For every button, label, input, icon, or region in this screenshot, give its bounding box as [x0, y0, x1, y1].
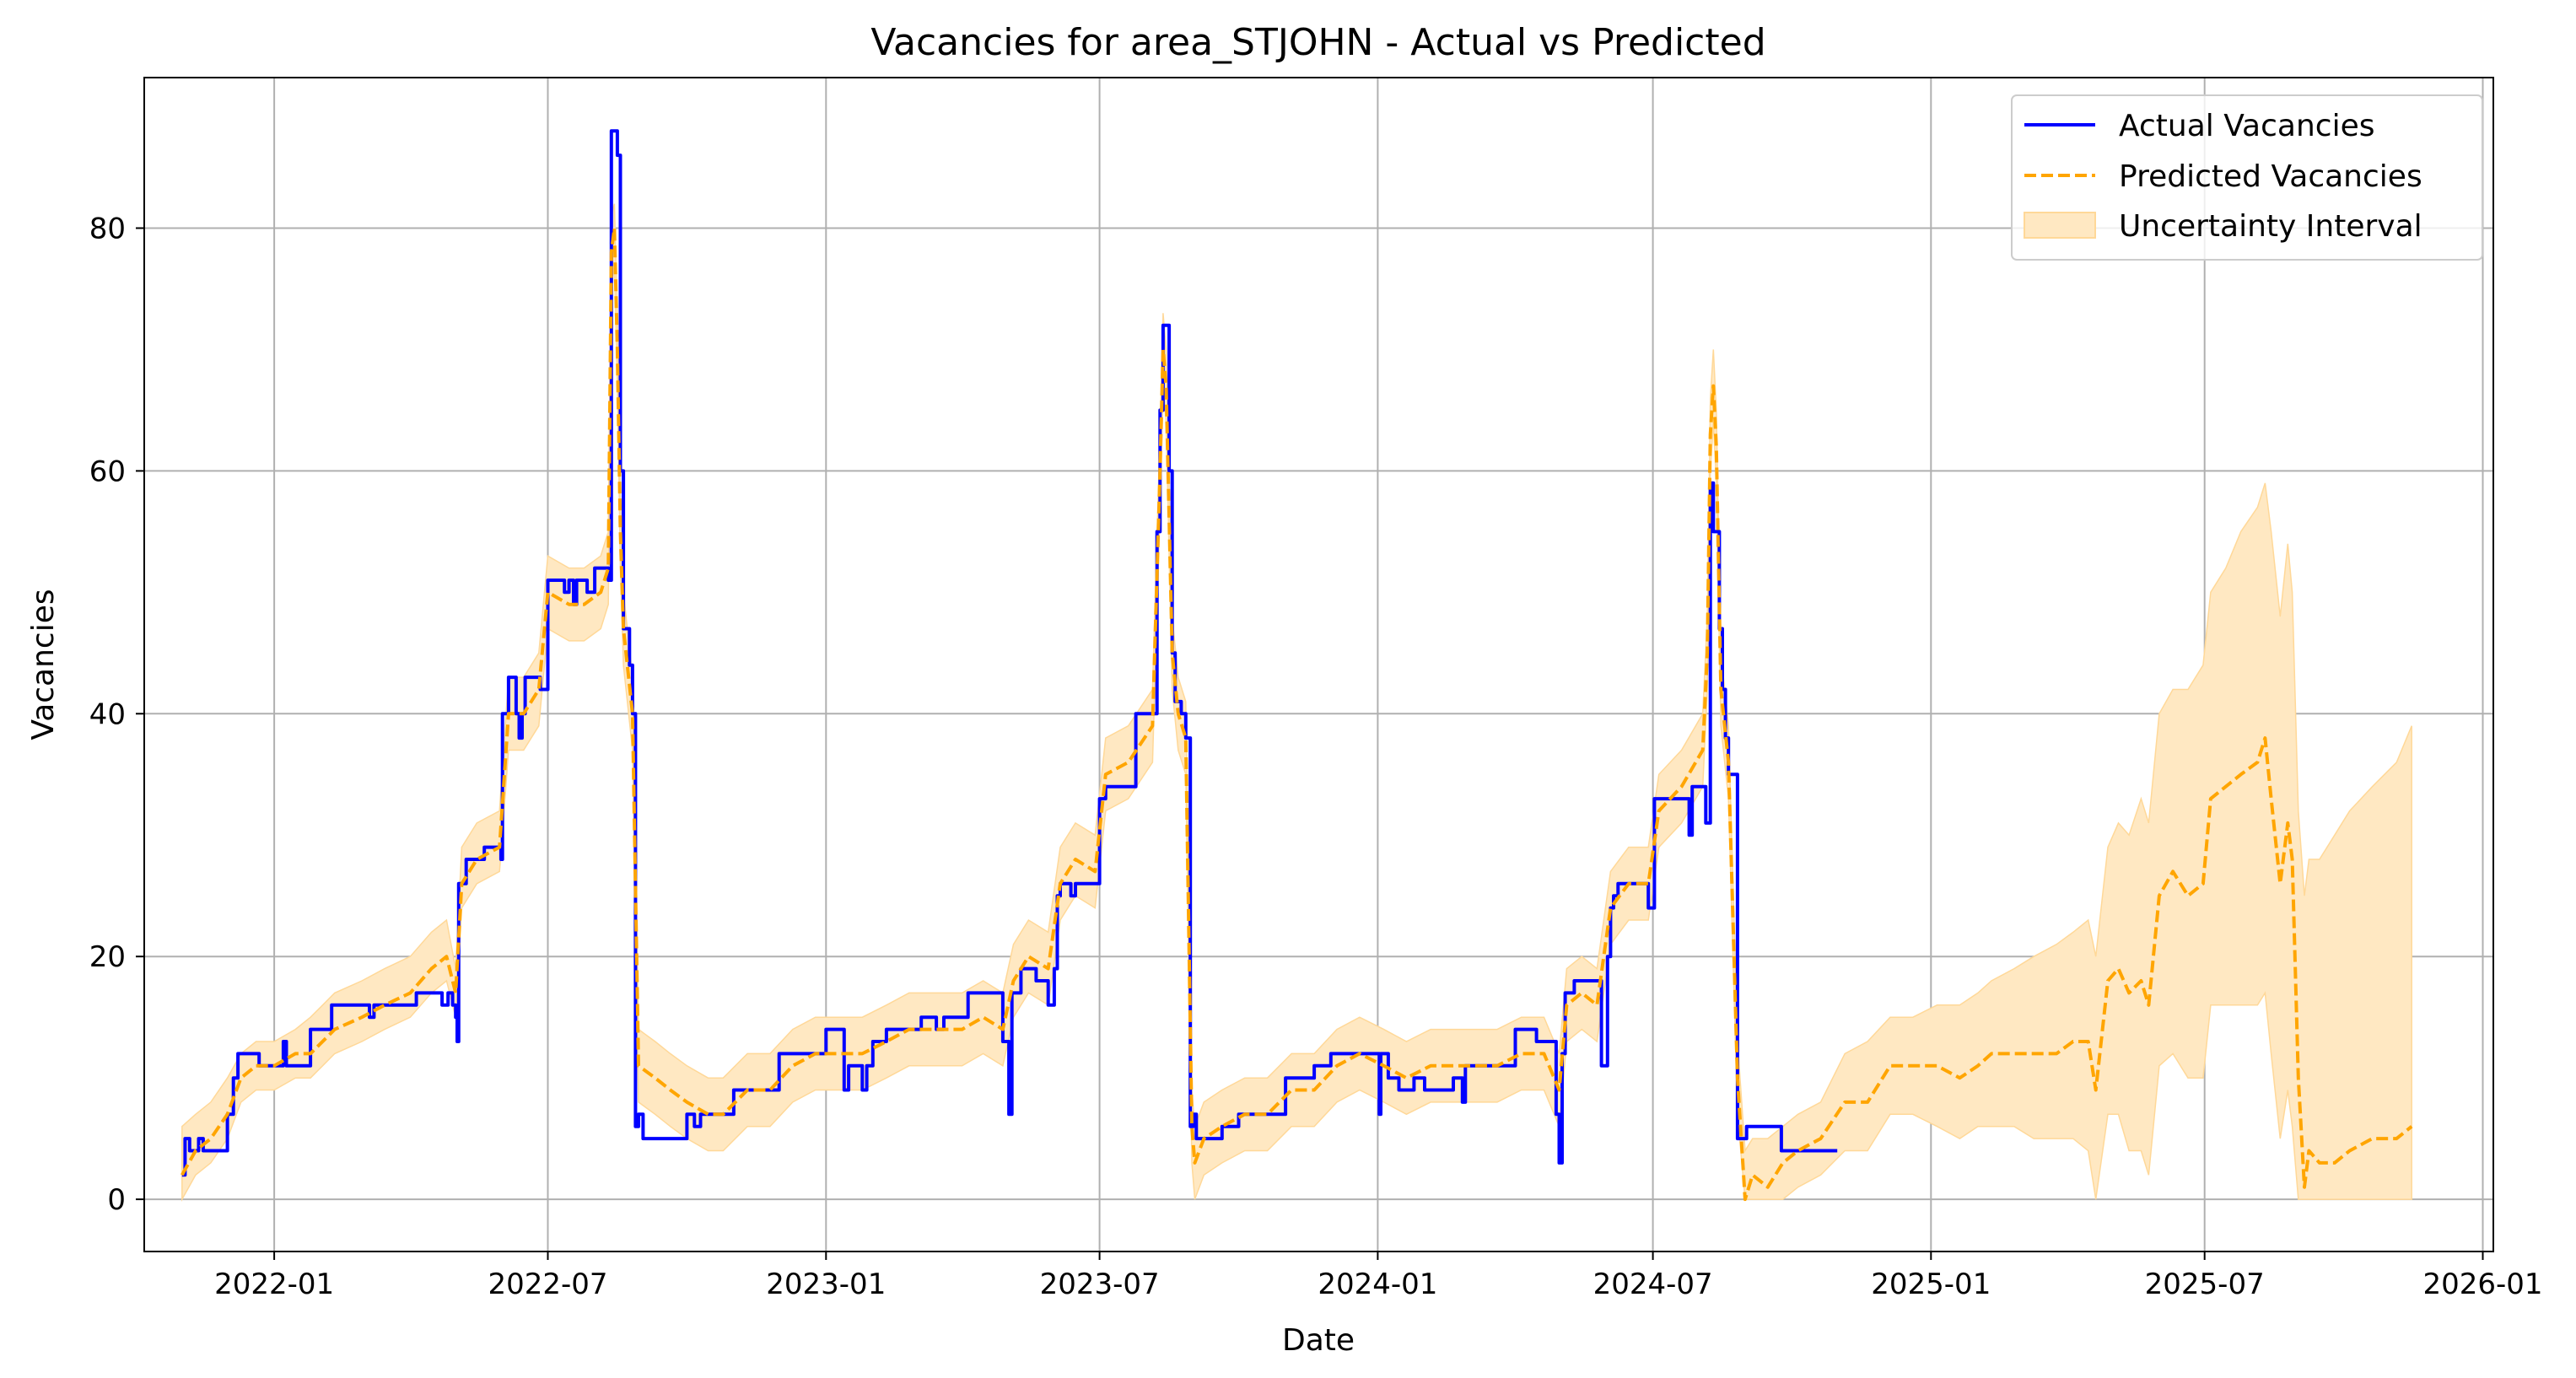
- y-axis-ticks: 0 20 40 60 80: [89, 213, 144, 1217]
- y-tick-label: 40: [89, 697, 126, 731]
- legend: Actual Vacancies Predicted Vacancies Unc…: [2011, 94, 2483, 261]
- series-group: [181, 129, 2413, 1202]
- uncertainty-band: [181, 203, 2412, 1202]
- legend-frame: [2011, 94, 2483, 261]
- x-tick-label: 2023-01: [766, 1268, 886, 1301]
- y-tick-label: 60: [89, 455, 126, 488]
- x-axis-label: Date: [1282, 1323, 1355, 1358]
- y-axis-label: Vacancies: [26, 589, 61, 740]
- x-tick-label: 2022-07: [488, 1268, 607, 1301]
- x-tick-label: 2026-01: [2422, 1268, 2542, 1301]
- y-tick-label: 80: [89, 213, 126, 246]
- uncertainty-band-group: [181, 203, 2412, 1202]
- x-tick-label: 2024-07: [1593, 1268, 1713, 1301]
- legend-band-label: Uncertainty Interval: [2119, 209, 2422, 244]
- x-tick-label: 2025-01: [1871, 1268, 1991, 1301]
- y-tick-label: 0: [107, 1183, 126, 1217]
- legend-band-swatch: [2024, 212, 2096, 239]
- legend-actual-label: Actual Vacancies: [2119, 109, 2375, 143]
- legend-predicted-label: Predicted Vacancies: [2119, 159, 2422, 194]
- x-tick-label: 2023-07: [1040, 1268, 1160, 1301]
- x-tick-label: 2025-07: [2145, 1268, 2265, 1301]
- x-tick-label: 2024-01: [1318, 1268, 1437, 1301]
- plot-frame: [143, 77, 2494, 1252]
- x-axis-ticks: 2022-01 2022-07 2023-01 2023-07 2024-01 2024-…: [214, 1252, 2543, 1301]
- predicted-vacancies-line: [181, 226, 2413, 1202]
- actual-vacancies-line: [181, 129, 1838, 1177]
- x-tick-label: 2022-01: [214, 1268, 334, 1301]
- chart-title: Vacancies for area_STJOHN - Actual vs Pr…: [870, 21, 1765, 64]
- y-tick-label: 20: [89, 940, 126, 974]
